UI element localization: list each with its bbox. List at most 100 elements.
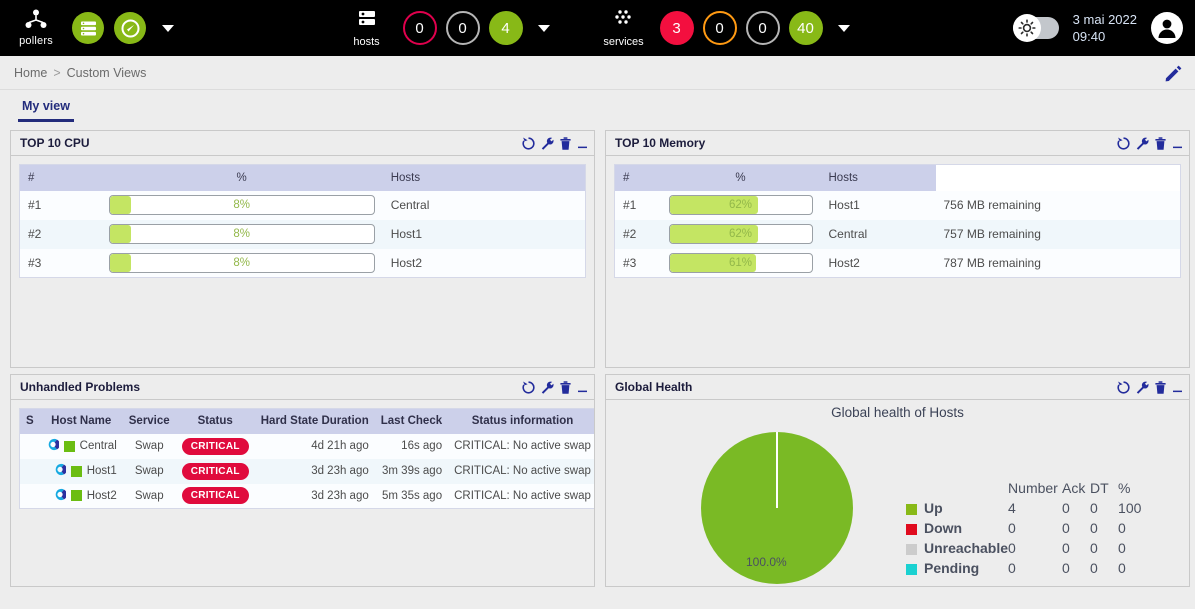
theme-toggle[interactable] (1012, 14, 1059, 42)
refresh-icon[interactable] (1117, 380, 1130, 394)
pencil-icon[interactable] (1163, 63, 1183, 88)
hosts-chevron-down-icon[interactable] (537, 24, 550, 32)
trash-icon[interactable] (560, 380, 571, 394)
status-badge: CRITICAL (181, 487, 249, 505)
legend-pending-pct: 0 (1118, 560, 1126, 576)
problems-s-cell (20, 434, 40, 459)
cpu-table-header-row: # % Hosts (19, 164, 586, 191)
breadcrumb-item-custom-views[interactable]: Custom Views (66, 65, 147, 80)
memory-progress-label: 62% (728, 199, 753, 211)
table-row[interactable]: #2 8% Host1 (19, 219, 586, 249)
memory-col-percent: % (660, 164, 821, 191)
chevron-down-icon[interactable] (162, 24, 174, 32)
table-row[interactable]: #3 61% Host2 787 MB remaining (614, 248, 1181, 278)
table-row[interactable]: Central Swap CRITICAL 4d 21h ago 16s ago… (19, 433, 594, 459)
hosts-label: hosts (353, 35, 380, 48)
host-status-square (63, 440, 75, 452)
problems-status-cell: CRITICAL (176, 484, 255, 509)
problems-host-name[interactable]: Host1 (86, 465, 117, 477)
pollers-button[interactable]: pollers (10, 9, 62, 47)
panel-actions-memory (1117, 136, 1183, 150)
panel-title-problems: Unhandled Problems (20, 380, 141, 394)
minimize-icon[interactable] (577, 381, 588, 394)
problems-col-status: Status (175, 408, 255, 434)
problems-col-service: Service (122, 408, 176, 434)
minimize-icon[interactable] (1172, 137, 1183, 150)
problems-last-check: 5m 35s ago (382, 489, 443, 502)
legend-swatch-up (906, 503, 917, 515)
chart-title: Global health of Hosts (831, 405, 964, 420)
panel-body-problems: S Host Name Service Status Hard State Du… (11, 400, 594, 586)
memory-remaining: 756 MB remaining (943, 198, 1041, 212)
legend-pending-ack: 0 (1062, 560, 1070, 576)
services-counter-unknown[interactable]: 0 (745, 11, 780, 45)
cpu-progress-bar: 8% (108, 224, 375, 244)
user-avatar-icon[interactable] (1151, 12, 1183, 44)
services-group-button[interactable]: services (597, 9, 651, 48)
legend-up-pct: 100 (1118, 500, 1142, 516)
refresh-icon[interactable] (522, 136, 535, 150)
centreon-c-icon (53, 488, 67, 504)
legend-col-pct: % (1118, 480, 1131, 496)
problems-service[interactable]: Swap (134, 465, 164, 477)
panel-header-problems: Unhandled Problems (11, 375, 594, 400)
tab-my-view[interactable]: My view (18, 99, 74, 122)
problems-s-cell (20, 484, 40, 509)
refresh-icon[interactable] (522, 380, 535, 394)
minimize-icon[interactable] (1172, 381, 1183, 394)
problems-host-name[interactable]: Central (79, 440, 117, 452)
topbar-left-group: pollers (0, 9, 180, 47)
hosts-counter-unreachable[interactable]: 0 (445, 11, 480, 45)
memory-bar-cell: 61% (661, 249, 821, 278)
hosts-counter-down[interactable]: 0 (402, 11, 437, 45)
services-counter-critical[interactable]: 3 (659, 11, 694, 45)
memory-progress-fill (669, 253, 757, 272)
problems-duration: 3d 23h ago (311, 465, 369, 477)
refresh-icon[interactable] (1117, 136, 1130, 150)
cpu-table: # % Hosts #1 8% Central (19, 164, 586, 278)
table-row[interactable]: #1 62% Host1 756 MB remaining (614, 190, 1181, 220)
wrench-icon[interactable] (1136, 381, 1149, 394)
services-counter-ok[interactable]: 40 (788, 11, 823, 45)
table-row[interactable]: Host1 Swap CRITICAL 3d 23h ago 3m 39s ag… (19, 458, 594, 484)
centreon-c-icon (53, 463, 67, 479)
problems-service[interactable]: Swap (134, 489, 164, 502)
table-row[interactable]: #2 62% Central 757 MB remaining (614, 219, 1181, 249)
memory-table-header-row: # % Hosts (614, 164, 1181, 191)
legend-row-pending[interactable]: Pending 0 0 0 0 (906, 558, 1146, 578)
problems-service[interactable]: Swap (134, 440, 164, 452)
table-row[interactable]: Host2 Swap CRITICAL 3d 23h ago 5m 35s ag… (19, 483, 594, 509)
panel-actions-cpu (522, 136, 588, 150)
wrench-icon[interactable] (1136, 137, 1149, 150)
legend-row-down[interactable]: Down 0 0 0 0 (906, 518, 1146, 538)
table-row[interactable]: #1 8% Central (19, 190, 586, 220)
legend-row-unreachable[interactable]: Unreachable 0 0 0 0 (906, 538, 1146, 558)
minimize-icon[interactable] (577, 137, 588, 150)
trash-icon[interactable] (1155, 136, 1166, 150)
services-counter-warning[interactable]: 0 (702, 11, 737, 45)
gauge-icon[interactable] (114, 12, 146, 44)
panel-title-health: Global Health (615, 380, 693, 394)
hosts-counter-up[interactable]: 4 (488, 11, 523, 45)
memory-rank: #3 (623, 255, 637, 270)
trash-icon[interactable] (1155, 380, 1166, 394)
wrench-icon[interactable] (541, 137, 554, 150)
breadcrumb: Home > Custom Views (0, 56, 1195, 90)
problems-host-name[interactable]: Host2 (86, 489, 117, 502)
memory-progress-bar: 61% (668, 252, 813, 273)
problems-host-cell: Host2 (40, 484, 123, 509)
hosts-group-button[interactable]: hosts (340, 9, 394, 48)
cpu-rank: #1 (28, 198, 42, 212)
top-navigation-bar: pollers (0, 0, 1195, 56)
breadcrumb-item-home[interactable]: Home (14, 65, 48, 80)
table-row[interactable]: #3 8% Host2 (19, 248, 586, 278)
panel-top10-cpu: TOP 10 CPU # % (10, 130, 595, 368)
wrench-icon[interactable] (541, 381, 554, 394)
services-chevron-down-icon[interactable] (837, 24, 850, 32)
server-list-icon[interactable] (72, 12, 104, 44)
memory-progress-label: 62% (728, 228, 753, 240)
trash-icon[interactable] (560, 136, 571, 150)
memory-col-hosts: Hosts (820, 164, 936, 191)
legend-row-up[interactable]: Up 4 0 0 100 (906, 498, 1146, 518)
memory-col-rank: # (614, 164, 661, 191)
